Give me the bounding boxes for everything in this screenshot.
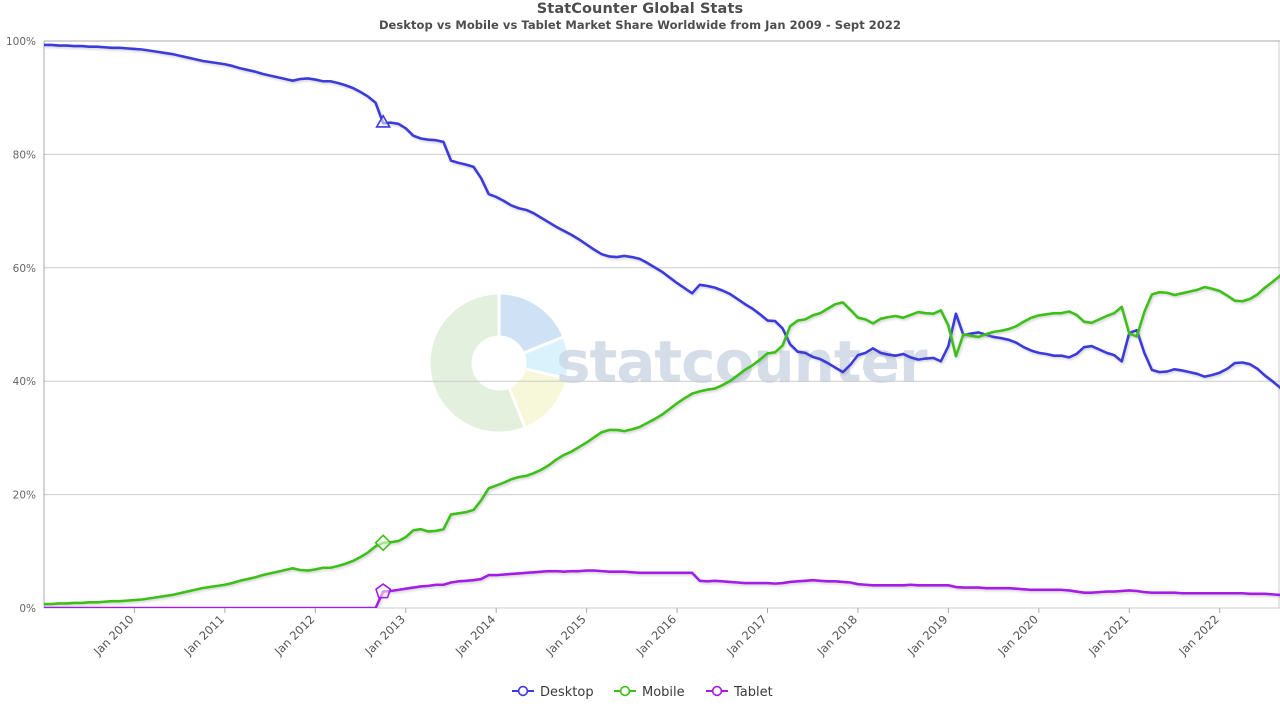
y-tick-label: 40% bbox=[13, 376, 36, 388]
legend-marker-circle-icon bbox=[619, 685, 631, 697]
statcounter-watermark: statcounter bbox=[427, 291, 929, 435]
series-markers bbox=[374, 114, 392, 599]
marker-desktop-triangle[interactable] bbox=[375, 114, 392, 128]
x-tick-label: Jan 2017 bbox=[723, 612, 769, 658]
donut-segment-3 bbox=[427, 291, 528, 435]
watermark-text: statcounter bbox=[556, 328, 928, 396]
legend-item-tablet[interactable]: Tablet bbox=[706, 685, 773, 700]
x-tick-label: Jan 2016 bbox=[633, 612, 679, 658]
legend-marker-circle-icon bbox=[711, 685, 723, 697]
marker-mobile-diamond[interactable] bbox=[374, 534, 392, 552]
chart-subtitle: Desktop vs Mobile vs Tablet Market Share… bbox=[378, 18, 902, 32]
x-tick-label: Jan 2021 bbox=[1085, 612, 1131, 658]
y-tick-label: 80% bbox=[13, 149, 36, 161]
legend-item-desktop[interactable]: Desktop bbox=[512, 685, 594, 700]
legend-label-desktop: Desktop bbox=[540, 685, 594, 700]
marker-tablet-pentagon[interactable] bbox=[375, 583, 392, 599]
legend-label-mobile: Mobile bbox=[642, 685, 685, 700]
x-tick-label: Jan 2014 bbox=[452, 612, 498, 658]
grid-lines bbox=[43, 40, 1280, 609]
x-axis-labels: Jan 2010 Jan 2011 Jan 2012 Jan 2013 Jan 2014… bbox=[90, 608, 1222, 659]
y-tick-label: 0% bbox=[19, 603, 36, 615]
legend-item-mobile[interactable]: Mobile bbox=[614, 685, 685, 700]
x-tick-label: Jan 2020 bbox=[995, 612, 1041, 658]
x-tick-label: Jan 2013 bbox=[361, 612, 407, 658]
x-tick-label: Jan 2015 bbox=[542, 612, 588, 658]
series-line-mobile bbox=[44, 273, 1280, 606]
x-tick-label: Jan 2010 bbox=[90, 612, 136, 658]
x-tick-label: Jan 2012 bbox=[271, 612, 317, 658]
chart-legend: Desktop Mobile Tablet bbox=[512, 685, 773, 700]
legend-label-tablet: Tablet bbox=[733, 685, 773, 700]
y-tick-label: 100% bbox=[6, 36, 36, 48]
y-tick-label: 20% bbox=[13, 490, 36, 502]
y-axis-labels: 0% 20% 40% 60% 80% 100% bbox=[6, 36, 36, 615]
series-line-desktop bbox=[44, 43, 1280, 390]
y-tick-label: 60% bbox=[13, 263, 36, 275]
x-tick-label: Jan 2018 bbox=[814, 612, 860, 658]
data-series-layer bbox=[44, 43, 1280, 608]
legend-marker-circle-icon bbox=[517, 685, 529, 697]
x-tick-label: Jan 2022 bbox=[1175, 612, 1221, 658]
chart-header: StatCounter Global Stats Desktop vs Mobi… bbox=[0, 0, 1280, 33]
page-title: StatCounter Global Stats bbox=[536, 1, 744, 17]
x-tick-label: Jan 2019 bbox=[904, 612, 950, 658]
x-tick-label: Jan 2011 bbox=[181, 612, 227, 658]
series-line-tablet bbox=[44, 569, 1280, 608]
